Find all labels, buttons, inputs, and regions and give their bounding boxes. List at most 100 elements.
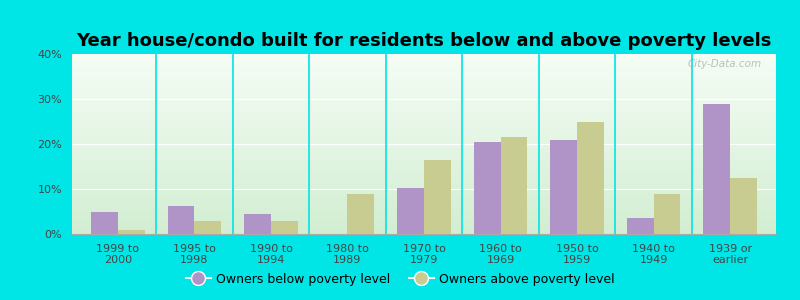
Bar [72, 232, 776, 234]
Bar [72, 167, 776, 169]
Bar [577, 122, 604, 234]
Bar [72, 209, 776, 211]
Bar [72, 225, 776, 227]
Bar [72, 112, 776, 113]
Bar [72, 115, 776, 117]
Bar [72, 76, 776, 77]
Bar [72, 117, 776, 119]
Bar [72, 94, 776, 95]
Bar [72, 88, 776, 90]
Bar [72, 153, 776, 155]
Bar [72, 92, 776, 94]
Bar [72, 97, 776, 99]
Bar [730, 178, 757, 234]
Bar [72, 148, 776, 149]
Bar [72, 198, 776, 200]
Bar [72, 74, 776, 76]
Bar [91, 212, 118, 234]
Bar [72, 171, 776, 173]
Bar [72, 142, 776, 144]
Bar [72, 182, 776, 184]
Bar [72, 193, 776, 194]
Bar [244, 214, 271, 234]
Bar [72, 158, 776, 160]
Bar [72, 99, 776, 101]
Bar [72, 81, 776, 83]
Bar [72, 151, 776, 153]
Bar [72, 110, 776, 112]
Title: Year house/condo built for residents below and above poverty levels: Year house/condo built for residents bel… [76, 32, 772, 50]
Bar [654, 194, 680, 234]
Bar [72, 122, 776, 124]
Bar [347, 194, 374, 234]
Bar [72, 189, 776, 191]
Bar [72, 63, 776, 65]
Bar [72, 56, 776, 58]
Bar [72, 202, 776, 203]
Bar [72, 144, 776, 146]
Bar [72, 103, 776, 104]
Bar [398, 188, 424, 234]
Bar [72, 229, 776, 230]
Bar [72, 166, 776, 167]
Bar [550, 140, 577, 234]
Bar [72, 126, 776, 128]
Bar [474, 142, 501, 234]
Bar [72, 119, 776, 121]
Bar [72, 169, 776, 171]
Bar [168, 206, 194, 234]
Bar [72, 205, 776, 207]
Bar [72, 212, 776, 214]
Bar [72, 131, 776, 133]
Bar [72, 106, 776, 108]
Bar [72, 146, 776, 148]
Bar [72, 149, 776, 151]
Bar [72, 178, 776, 180]
Bar [72, 54, 776, 56]
Bar [72, 216, 776, 218]
Bar [72, 155, 776, 157]
Bar [72, 133, 776, 135]
Bar [72, 227, 776, 229]
Bar [72, 191, 776, 193]
Bar [72, 121, 776, 122]
Legend: Owners below poverty level, Owners above poverty level: Owners below poverty level, Owners above… [181, 268, 619, 291]
Bar [72, 137, 776, 139]
Text: City-Data.com: City-Data.com [688, 59, 762, 69]
Bar [72, 85, 776, 86]
Bar [72, 77, 776, 79]
Bar [72, 113, 776, 115]
Bar [72, 180, 776, 182]
Bar [72, 157, 776, 158]
Bar [72, 160, 776, 162]
Bar [72, 108, 776, 110]
Bar [72, 194, 776, 196]
Bar [72, 58, 776, 59]
Bar [703, 103, 730, 234]
Bar [424, 160, 450, 234]
Bar [72, 196, 776, 198]
Bar [72, 70, 776, 72]
Bar [72, 164, 776, 166]
Bar [72, 86, 776, 88]
Bar [72, 200, 776, 202]
Bar [72, 173, 776, 175]
Bar [72, 124, 776, 126]
Bar [72, 187, 776, 189]
Bar [72, 95, 776, 97]
Bar [72, 130, 776, 131]
Bar [626, 218, 654, 234]
Bar [72, 104, 776, 106]
Bar [72, 128, 776, 130]
Bar [72, 140, 776, 142]
Bar [72, 68, 776, 70]
Bar [194, 220, 222, 234]
Bar [72, 214, 776, 216]
Bar [72, 162, 776, 164]
Bar [72, 223, 776, 225]
Bar [72, 90, 776, 92]
Bar [72, 211, 776, 212]
Bar [72, 184, 776, 185]
Bar [72, 67, 776, 68]
Bar [72, 218, 776, 220]
